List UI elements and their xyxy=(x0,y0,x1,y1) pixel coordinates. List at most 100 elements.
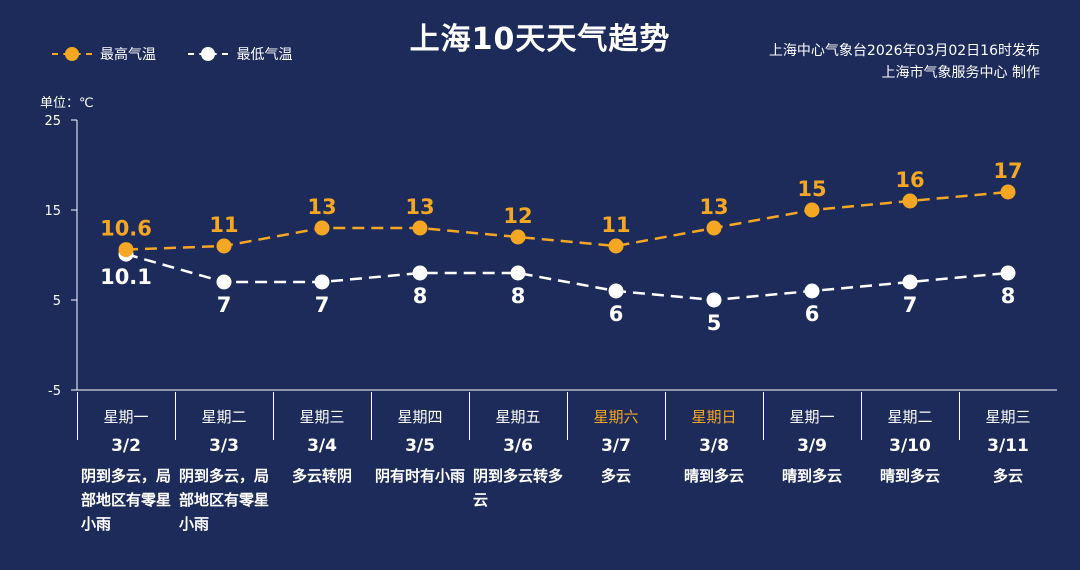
high-temp-value-label: 10.6 xyxy=(100,217,152,241)
day-weekday: 星期日 xyxy=(691,408,737,426)
low-temp-value-label: 7 xyxy=(217,293,232,317)
day-weekday: 星期五 xyxy=(495,408,541,426)
low-temp-point xyxy=(314,274,330,290)
day-date: 3/6 xyxy=(503,436,533,456)
day-column: 星期二 3/10 晴到多云 xyxy=(861,392,959,570)
day-weather: 阴到多云，局部地区有零星小雨 xyxy=(81,467,172,533)
source-line-2: 上海市气象服务中心 制作 xyxy=(881,65,1040,81)
day-weekday: 星期四 xyxy=(397,408,443,426)
column-divider xyxy=(861,392,862,440)
day-weather: 阴到多云，局部地区有零星小雨 xyxy=(179,467,270,533)
column-divider xyxy=(469,392,470,440)
high-temp-value-label: 16 xyxy=(895,168,924,192)
column-divider xyxy=(371,392,372,440)
legend-low: 最低气温 xyxy=(188,44,292,64)
day-weather: 多云 xyxy=(992,467,1023,485)
day-weekday: 星期三 xyxy=(985,408,1031,426)
day-weekday: 星期六 xyxy=(593,408,639,426)
legend-low-label: 最低气温 xyxy=(236,47,293,63)
low-temp-point xyxy=(1000,265,1016,281)
source-info: 上海中心气象台2026年03月02日16时发布 上海市气象服务中心 制作 xyxy=(769,40,1040,84)
chart-title: 上海10天天气趋势 xyxy=(409,22,671,57)
legend-high-label: 最高气温 xyxy=(100,47,156,63)
day-date: 3/7 xyxy=(601,436,631,456)
legend-high-swatch xyxy=(52,44,92,64)
source-line-1: 上海中心气象台2026年03月02日16时发布 xyxy=(768,43,1040,59)
day-weather: 多云 xyxy=(600,467,631,485)
day-column: 星期四 3/5 阴有时有小雨 xyxy=(371,392,469,570)
low-temp-value-label: 8 xyxy=(511,284,526,308)
low-temp-value-label: 8 xyxy=(1001,284,1016,308)
high-temp-value-label: 15 xyxy=(797,177,826,201)
low-temp-point xyxy=(510,265,526,281)
legend-high: 最高气温 xyxy=(52,44,156,64)
low-temp-value-label: 7 xyxy=(315,293,330,317)
day-weekday: 星期二 xyxy=(887,408,933,426)
day-column: 星期一 3/2 阴到多云，局部地区有零星小雨 xyxy=(77,392,175,570)
y-tick-label: 25 xyxy=(44,114,61,129)
day-weekday: 星期一 xyxy=(103,408,149,426)
day-date: 3/5 xyxy=(405,436,435,456)
column-divider xyxy=(175,392,176,440)
day-weather: 晴到多云 xyxy=(879,467,940,485)
column-divider xyxy=(763,392,764,440)
legend-low-swatch xyxy=(188,44,229,64)
low-temp-point xyxy=(902,274,918,290)
day-weather: 晴到多云 xyxy=(683,467,744,485)
high-temp-value-label: 12 xyxy=(503,204,532,228)
high-temp-value-label: 13 xyxy=(307,195,336,219)
high-temp-point xyxy=(1000,184,1016,200)
high-temp-point xyxy=(412,220,428,236)
day-weather: 阴有时有小雨 xyxy=(375,467,466,485)
low-temp-value-label: 8 xyxy=(413,284,428,308)
high-temp-point xyxy=(314,220,330,236)
day-date: 3/4 xyxy=(307,436,337,456)
day-weather: 阴到多云转多云 xyxy=(473,467,564,509)
low-temp-point xyxy=(412,265,428,281)
low-temp-point xyxy=(608,283,624,299)
day-column: 星期日 3/8 晴到多云 xyxy=(665,392,763,570)
low-temp-line xyxy=(125,252,1009,302)
y-tick-label: 15 xyxy=(44,204,61,219)
high-temp-value-label: 13 xyxy=(405,195,434,219)
day-weekday: 星期一 xyxy=(789,408,835,426)
day-column: 星期三 3/4 多云转阴 xyxy=(273,392,371,570)
day-column: 星期五 3/6 阴到多云转多云 xyxy=(469,392,567,570)
legend: 最高气温 最低气温 xyxy=(52,44,320,68)
day-date: 3/2 xyxy=(111,436,141,456)
day-weekday: 星期三 xyxy=(299,408,345,426)
day-columns: 星期一 3/2 阴到多云，局部地区有零星小雨 星期二 3/3 阴到多云，局部地区有零星小雨… xyxy=(77,392,1057,570)
high-temp-point xyxy=(216,238,232,254)
high-temp-point xyxy=(804,202,820,218)
low-temp-value-label: 6 xyxy=(609,302,624,326)
column-divider xyxy=(959,392,960,440)
low-temp-value-label: 10.1 xyxy=(100,265,152,289)
column-divider xyxy=(665,392,666,440)
day-weather: 晴到多云 xyxy=(781,467,842,485)
day-column: 星期一 3/9 晴到多云 xyxy=(763,392,861,570)
low-temp-value-label: 6 xyxy=(805,302,820,326)
high-temp-point xyxy=(608,238,624,254)
high-temp-value-label: 11 xyxy=(601,213,630,237)
day-column: 星期六 3/7 多云 xyxy=(567,392,665,570)
high-temp-point xyxy=(510,229,526,245)
day-weekday: 星期二 xyxy=(201,408,247,426)
high-temp-value-label: 11 xyxy=(209,213,238,237)
high-temp-point xyxy=(118,242,134,258)
day-date: 3/10 xyxy=(889,436,931,456)
y-tick-label: -5 xyxy=(48,384,61,399)
day-column: 星期三 3/11 多云 xyxy=(959,392,1057,570)
column-divider xyxy=(567,392,568,440)
unit-label: 单位：℃ xyxy=(40,96,94,111)
day-date: 3/9 xyxy=(797,436,827,456)
column-divider xyxy=(77,392,78,440)
column-divider xyxy=(273,392,274,440)
high-temp-value-label: 17 xyxy=(993,159,1022,183)
low-temp-point xyxy=(804,283,820,299)
day-date: 3/8 xyxy=(699,436,729,456)
day-date: 3/11 xyxy=(987,436,1029,456)
y-tick-label: 5 xyxy=(53,294,61,309)
day-column: 星期二 3/3 阴到多云，局部地区有零星小雨 xyxy=(175,392,273,570)
day-weather: 多云转阴 xyxy=(291,467,352,485)
